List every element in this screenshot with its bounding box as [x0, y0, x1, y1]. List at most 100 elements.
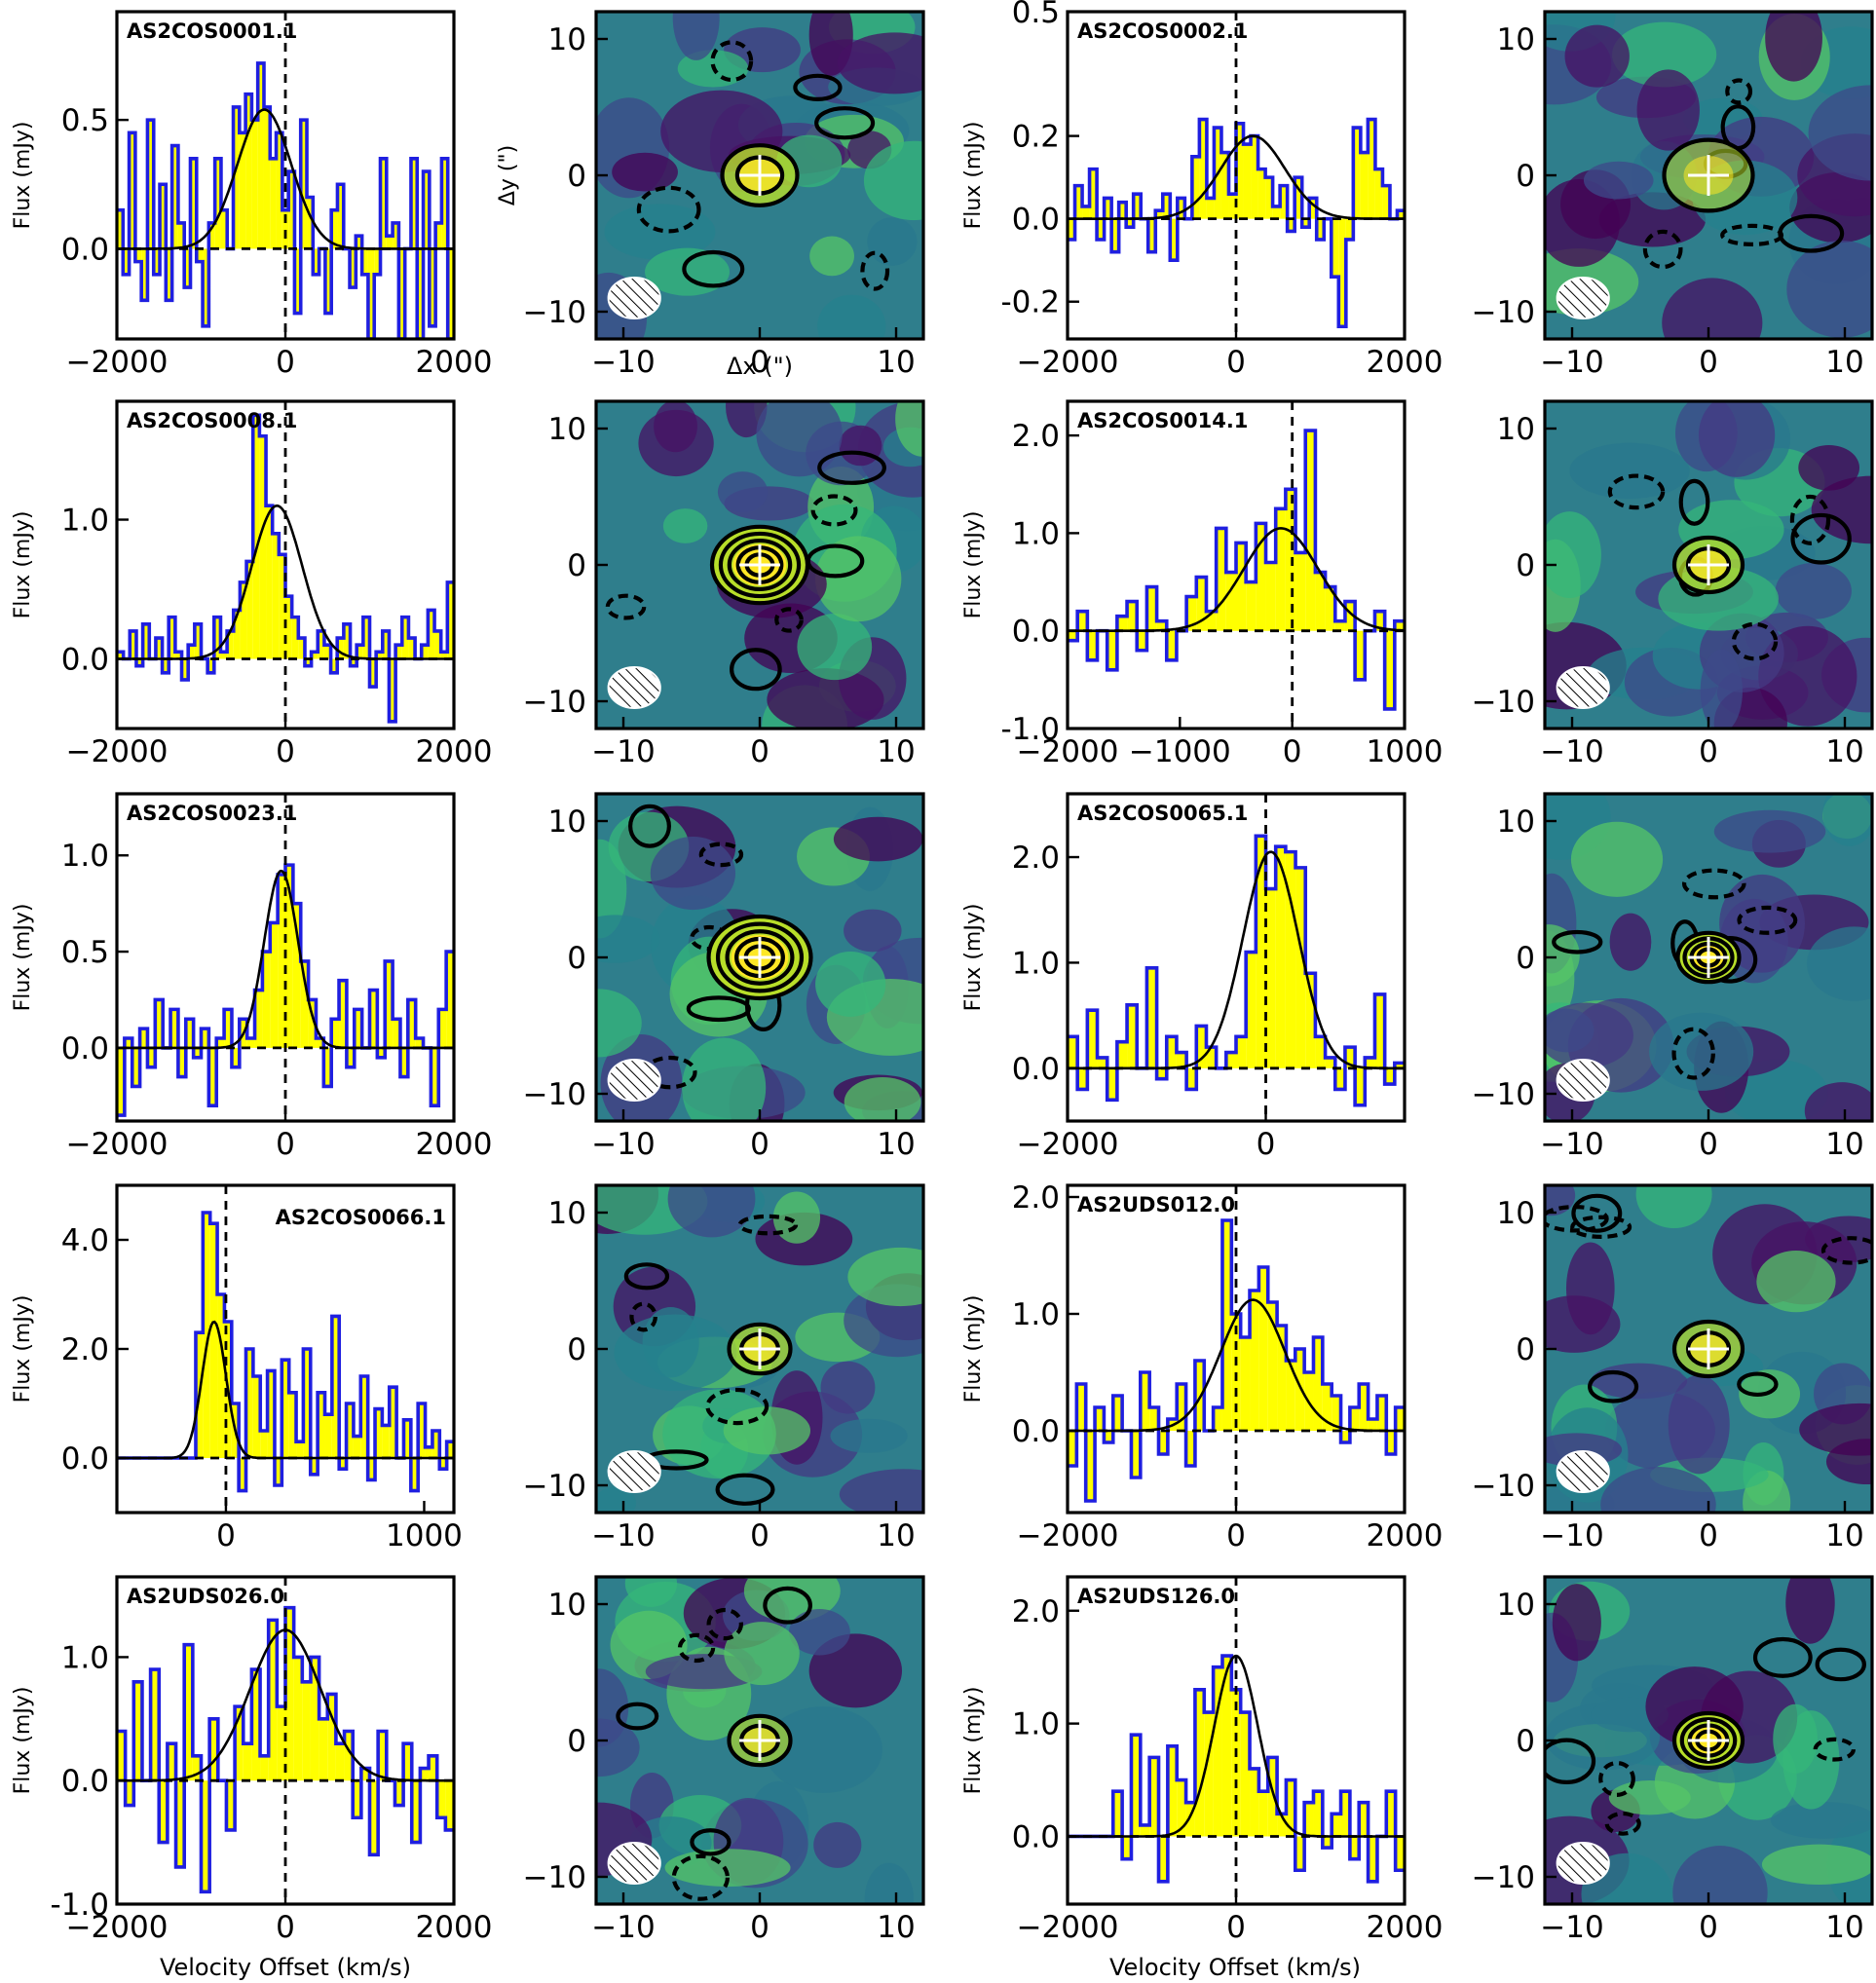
spectrum-bin [203, 1213, 210, 1458]
spectrum-bin [131, 1047, 140, 1087]
spectrum-bin [1258, 1791, 1268, 1837]
spectrum-bin [1087, 630, 1098, 660]
y-tick-label: 1.0 [1012, 516, 1060, 551]
spectrum-bin [1384, 1067, 1395, 1085]
y-tick-label: −10 [1472, 1469, 1535, 1504]
x-tick-label: −2000 [1017, 1910, 1119, 1945]
spectrum-bin [1186, 1067, 1197, 1090]
spectrum-bin [1085, 1431, 1096, 1501]
spectrum-bin [1265, 177, 1273, 219]
y-tick-label: −10 [523, 1469, 586, 1504]
spectrum-bin [410, 158, 418, 249]
spectrum-bin [307, 197, 314, 249]
spectrum-bin [296, 1441, 304, 1458]
map-panel-as2cos0023-1: −10−10 0 0 10 10 [523, 792, 925, 1162]
spectrum-bin [1295, 867, 1306, 1068]
y-tick-label: 0 [567, 548, 586, 583]
negative-contour [706, 1607, 743, 1641]
spectrum-bin [1107, 1067, 1117, 1101]
spectrum-bin [266, 505, 273, 659]
y-tick-label: 1.0 [1012, 946, 1060, 981]
spectrum-bin [1275, 846, 1286, 1068]
map-panel-as2cos0008-1: −10−10 0 0 10 10 [523, 399, 925, 769]
spectrum-bin [1221, 1656, 1232, 1837]
positive-contour [628, 804, 671, 848]
spectrum-bin [1082, 206, 1090, 219]
spectrum-bin [1118, 202, 1127, 219]
spectrum-bin [239, 132, 246, 249]
y-tick-label: 2.0 [61, 1332, 109, 1367]
spectrum-panel-as2uds012-0: −2000 0 2000 0.0 1.0 2.0 Flux (mJy) AS2UDS012.0 [961, 1180, 1443, 1553]
y-tick-label: −10 [523, 1077, 586, 1112]
x-tick-label: 0 [1226, 1518, 1246, 1553]
spectrum-bin [1316, 218, 1325, 240]
y-axis-label: Flux (mJy) [11, 122, 35, 230]
spectrum-bin [440, 652, 448, 659]
spectrum-bin [141, 248, 148, 301]
map-noise-blob [1609, 913, 1652, 971]
spectrum-bin [1359, 1384, 1369, 1431]
y-tick-label: 0 [1516, 1332, 1535, 1367]
spectrum-bin [446, 1441, 454, 1458]
spectrum-panel-as2cos0065-1: −2000 0 0.0 1.0 2.0 Flux (mJy) AS2COS0065.1 [961, 792, 1407, 1162]
spectrum-bin [267, 1370, 275, 1458]
spectrum-bin [1345, 218, 1354, 240]
spectrum-bin [281, 1360, 289, 1458]
spectrum-bin [446, 952, 454, 1048]
spectrum-bin [263, 106, 271, 249]
source-name-label: AS2COS0001.1 [127, 19, 297, 43]
spectrum-bin [1231, 1689, 1241, 1837]
map-noise-blob [1808, 85, 1872, 181]
x-tick-label: 0 [750, 345, 769, 380]
source-contour [1679, 1717, 1738, 1764]
map-noise-blob [624, 1577, 678, 1607]
spectrum-bin [251, 1669, 261, 1781]
spectrum-bin [1149, 1407, 1159, 1431]
spectrum-bin [1294, 1349, 1305, 1431]
y-tick-label: 0.0 [1012, 203, 1060, 238]
spectrum-bin [1382, 185, 1390, 219]
x-tick-label: 2000 [416, 1910, 493, 1945]
spectrum-bin [1077, 611, 1088, 631]
x-tick-label: 0 [1699, 1127, 1718, 1162]
map-y-axis-label: Δy (") [496, 145, 520, 206]
negative-contour [629, 1301, 657, 1332]
spectrum-bin [1236, 543, 1247, 631]
spectrum-bin [291, 617, 299, 659]
spectrum-bin [1225, 572, 1236, 631]
x-tick-label: −2000 [1017, 734, 1119, 769]
negative-contour [1813, 1737, 1856, 1762]
y-tick-label: 10 [1497, 22, 1535, 57]
spectrum-bin [360, 1768, 370, 1781]
spectrum-bin [153, 248, 161, 275]
map-noise-blob [717, 471, 769, 513]
y-tick-label: 0 [567, 1332, 586, 1367]
spectrum-bin [382, 1425, 390, 1458]
map-noise-blob [764, 1705, 882, 1793]
y-tick-label: 10 [1497, 804, 1535, 840]
spectrum-bin [245, 1349, 253, 1458]
spectrum-bin [1068, 1431, 1077, 1466]
spectrum-bin [1374, 611, 1385, 631]
spectrum-bin [344, 1731, 354, 1781]
spectrum-step-line [1068, 834, 1405, 1107]
map-noise-blob [1583, 161, 1654, 200]
spectrum-bin [386, 236, 394, 249]
map-noise-blob [830, 1418, 908, 1453]
negative-contour [1671, 1027, 1715, 1080]
spectrum-bin [184, 248, 191, 288]
map-noise-blob [654, 401, 697, 453]
spectrum-bin [139, 1029, 148, 1048]
spectrum-bin [1104, 198, 1112, 219]
spectrum-bin [1077, 1067, 1088, 1090]
beam-ellipse [607, 1842, 661, 1885]
y-tick-label: 0.5 [1012, 0, 1060, 30]
spectrum-bin [1206, 1047, 1217, 1068]
spectrum-bin [403, 1419, 411, 1458]
spectrum-panel-as2cos0014-1: −2000 −1000 0 1000 -1.0 0.0 1.0 2.0 Flux (mJy) AS… [961, 399, 1443, 769]
x-tick-label: −2000 [1017, 1518, 1119, 1553]
y-tick-label: −10 [1472, 685, 1535, 720]
y-tick-label: 10 [548, 1588, 586, 1623]
x-tick-label: 10 [877, 1127, 915, 1162]
spectrum-bin [367, 1458, 376, 1480]
